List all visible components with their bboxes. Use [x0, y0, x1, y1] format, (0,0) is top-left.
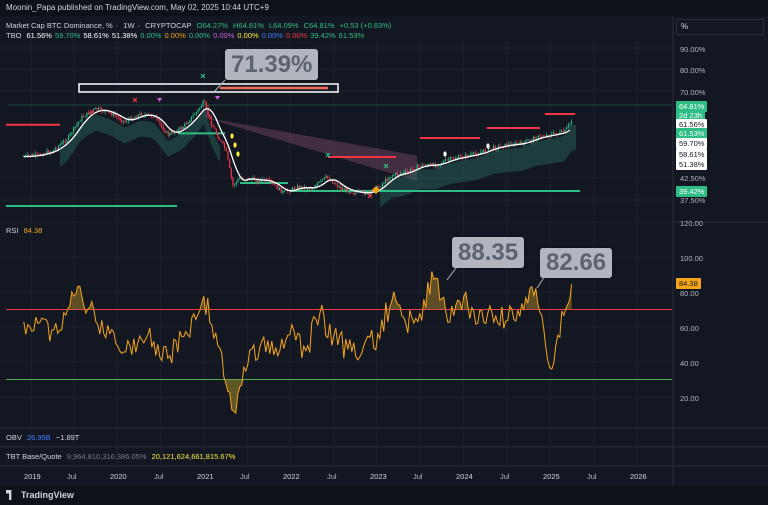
price-label: 39.42% [676, 186, 708, 197]
published-header: Moonin_Papa published on TradingView.com… [0, 0, 768, 16]
callout-dominance-peak: 71.39% [225, 49, 319, 80]
tbo-value: 58.61% [83, 31, 109, 40]
time-tick: Jul [240, 472, 250, 481]
callout-pointer [213, 79, 226, 93]
scale-mode-button[interactable]: % [676, 19, 764, 35]
rsi-legend[interactable]: RSI 84.38 [6, 226, 45, 235]
tbo-value: 51.38% [111, 31, 138, 40]
time-tick: Jul [154, 472, 164, 481]
footer-brand: TradingView [21, 490, 74, 500]
price-tick: 80.00% [680, 66, 706, 75]
tbo-value: 0.00% [140, 31, 162, 40]
callout-pointer [536, 275, 546, 289]
rsi-current-label: 84.38 [676, 278, 701, 289]
peak-highlight-box [78, 83, 339, 93]
tbt-value-2: 20,121,624,661,815.67% [151, 452, 236, 461]
rsi-tick: 100.00 [680, 254, 703, 263]
interval[interactable]: 1W [123, 21, 135, 30]
rsi-line [23, 271, 573, 415]
time-tick: 2019 [24, 472, 41, 481]
tbt-value-1: 9,964,810,316,386.05% [66, 452, 147, 461]
time-tick: 2026 [630, 472, 647, 481]
price-label: 61.53% [676, 128, 708, 139]
candles [23, 99, 573, 197]
obv-value-2: −1.89T [55, 433, 80, 442]
ohlc-close: C64.81% [303, 21, 335, 30]
rsi-tick: 120.00 [680, 219, 703, 228]
price-label: 64.81% [676, 101, 708, 112]
source: CRYPTOCAP [145, 21, 192, 30]
symbol-title[interactable]: Market Cap BTC Dominance, % [6, 21, 113, 30]
time-tick: 2021 [197, 472, 214, 481]
time-tick: 2023 [370, 472, 387, 481]
obv-legend[interactable]: OBV 26.95B −1.89T [6, 433, 82, 442]
time-tick: 2024 [456, 472, 473, 481]
rsi-tick: 20.00 [680, 394, 699, 403]
callout-rsi-peak-1: 88.35 [452, 237, 525, 268]
rsi-overbought-fill [67, 271, 572, 310]
time-tick: Jul [587, 472, 597, 481]
time-tick: 2020 [110, 472, 127, 481]
price-label: 59.70% [676, 138, 708, 149]
time-tick: Jul [327, 472, 337, 481]
rsi-tick: 80.00 [680, 289, 699, 298]
callout-pointer [446, 267, 457, 281]
time-tick: 2025 [543, 472, 560, 481]
ohlc-high: H64.81% [233, 21, 264, 30]
tbo-value: 0.00% [213, 31, 235, 40]
rsi-oversold-fill [225, 379, 244, 414]
obv-value-1: 26.95B [26, 433, 51, 442]
tbo-value: 0.00% [164, 31, 186, 40]
price-label: 61.56% [676, 119, 708, 130]
tbo-value: 0.00% [237, 31, 259, 40]
tbo-name[interactable]: TBO [6, 31, 22, 40]
price-tick: 70.00% [680, 88, 706, 97]
rsi-tick: 40.00 [680, 359, 699, 368]
tradingview-logo-icon [6, 490, 12, 500]
price-tick: 37.50% [680, 196, 706, 205]
ohlc-change: +0.53 (+0.83%) [339, 21, 392, 30]
ohlc-open: O64.27% [196, 21, 228, 30]
tbt-legend[interactable]: TBT Base/Quote 9,964,810,316,386.05% 20,… [6, 452, 238, 461]
time-tick: Jul [413, 472, 423, 481]
tbo-cloud-bearish [205, 100, 417, 182]
signal-markers [89, 73, 490, 199]
price-tick: 90.00% [680, 45, 706, 54]
tbo-value: 39.42% [310, 31, 336, 40]
price-label: 51.38% [676, 159, 708, 170]
ohlc-low: L64.09% [268, 21, 299, 30]
rsi-value: 84.38 [23, 226, 43, 235]
tbo-value: 61.56% [26, 31, 52, 40]
footer: TradingView [0, 486, 768, 505]
main-legend[interactable]: Market Cap BTC Dominance, % · 1W · CRYPTOC… [6, 21, 392, 30]
tbo-levels [6, 104, 672, 207]
price-label: 58.61% [676, 149, 708, 160]
time-tick: Jul [500, 472, 510, 481]
tbo-value: 0.00% [285, 31, 308, 40]
tbo-fast-line [23, 107, 571, 194]
rsi-name[interactable]: RSI [6, 226, 19, 235]
time-tick: 2022 [283, 472, 300, 481]
time-tick: Jul [67, 472, 77, 481]
rsi-tick: 60.00 [680, 324, 699, 333]
tbo-cloud-bullish [60, 107, 576, 208]
published-text: Moonin_Papa published on TradingView.com… [6, 3, 269, 12]
obv-name[interactable]: OBV [6, 433, 22, 442]
price-tick: 42.50% [680, 174, 706, 183]
tbo-value: 0.00% [188, 31, 211, 40]
price-label: 2d 23h [676, 110, 705, 121]
tbo-value: 61.53% [338, 31, 365, 40]
tbo-value: 0.00% [261, 31, 283, 40]
tbt-name[interactable]: TBT Base/Quote [6, 452, 62, 461]
tbo-legend[interactable]: TBO 61.56% 59.70% 58.61% 51.38% 0.00% 0.00% 0.… [6, 31, 367, 40]
tbo-value: 59.70% [54, 31, 81, 40]
callout-rsi-peak-2: 82.66 [540, 248, 613, 278]
